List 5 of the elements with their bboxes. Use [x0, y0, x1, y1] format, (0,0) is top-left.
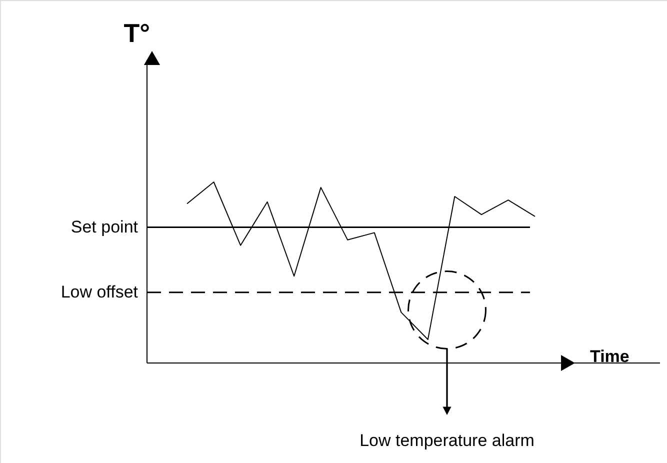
text: T° [124, 18, 150, 48]
text: Low temperature alarm [360, 431, 534, 450]
ref-line-label: Set point [70, 217, 138, 236]
ref-line-label: Low offset [60, 282, 138, 302]
x-axis-title: Time [590, 347, 630, 366]
